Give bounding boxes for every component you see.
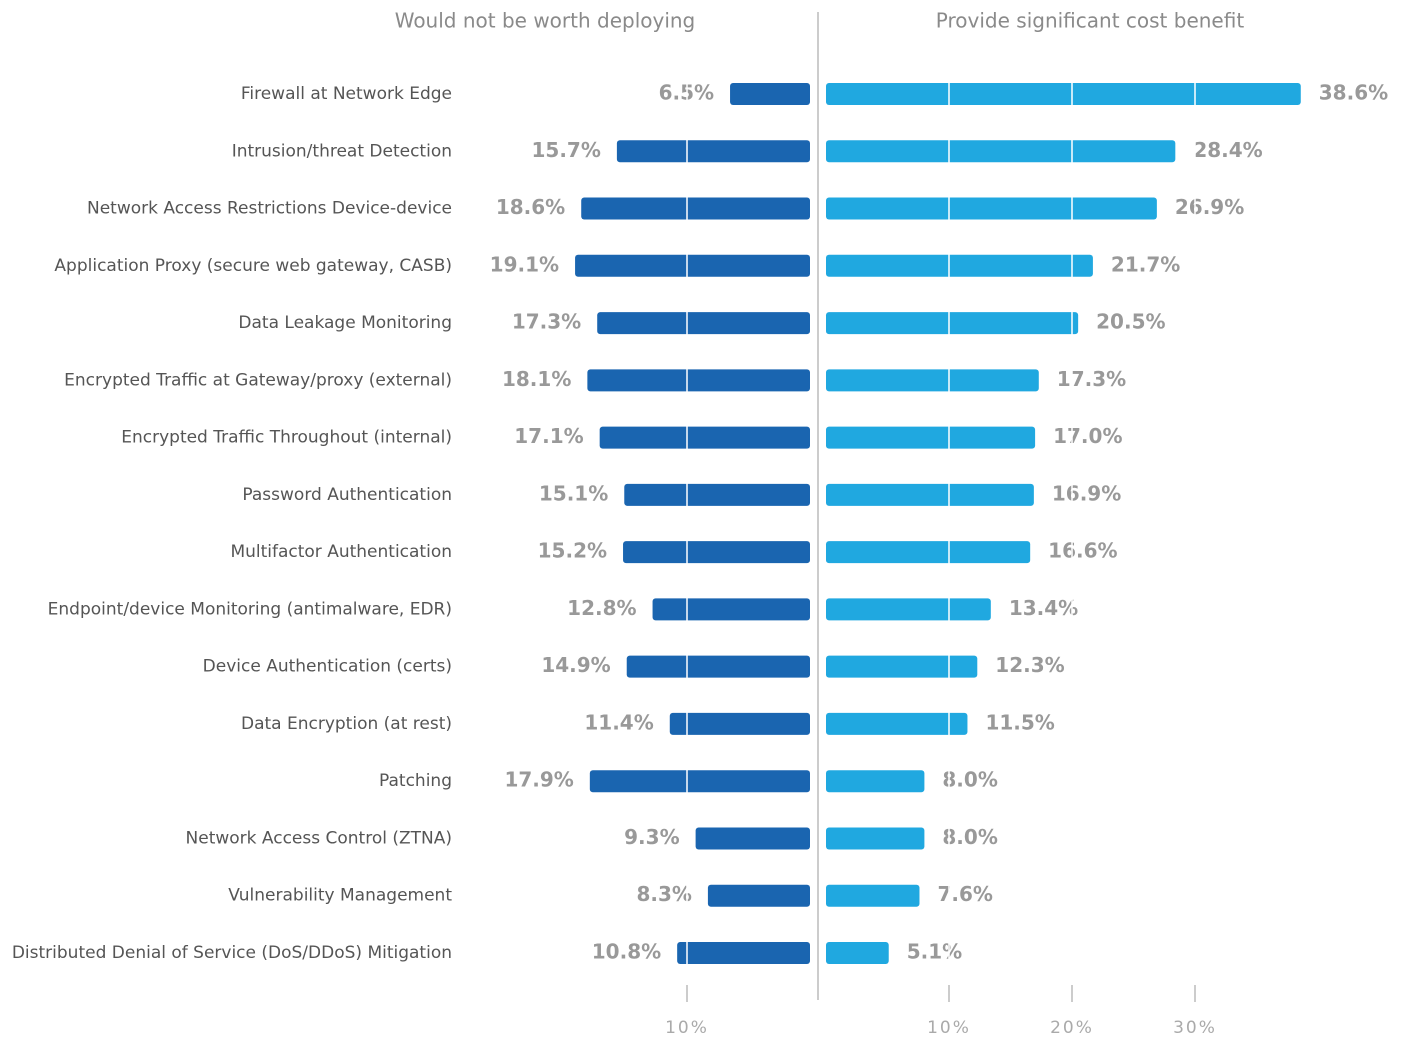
bar [652, 598, 810, 621]
bar [826, 942, 889, 964]
value-label: 8.3% [636, 882, 691, 906]
value-label: 12.3% [995, 653, 1064, 677]
bar [589, 770, 810, 793]
value-label: 28.4% [1193, 138, 1262, 162]
value-label: 15.2% [538, 539, 607, 563]
category-label: Vulnerability Management [228, 886, 452, 906]
bar [597, 312, 810, 335]
value-label: 5.1% [907, 940, 962, 964]
bar [826, 712, 968, 735]
value-label: 7.6% [937, 882, 992, 906]
value-label: 14.9% [541, 653, 610, 677]
value-label: 16.6% [1048, 539, 1117, 563]
category-label: Intrusion/threat Detection [232, 141, 452, 161]
bar [730, 83, 810, 105]
bar [826, 770, 925, 793]
bar [826, 197, 1157, 220]
value-label: 20.5% [1096, 310, 1165, 334]
value-label: 17.0% [1053, 424, 1122, 448]
bar [826, 884, 920, 907]
category-label: Firewall at Network Edge [241, 84, 452, 104]
x-tick-label: 30% [1173, 1018, 1217, 1038]
bar [599, 426, 810, 449]
bar [587, 369, 810, 392]
bar [826, 312, 1079, 335]
category-label: Encrypted Traffic Throughout (internal) [121, 428, 452, 448]
value-label: 11.4% [584, 710, 653, 734]
category-label: Network Access Control (ZTNA) [186, 828, 452, 848]
category-label: Multifactor Authentication [230, 542, 452, 562]
bar [826, 827, 925, 850]
bar [826, 254, 1093, 277]
bar [575, 254, 810, 277]
value-label: 17.3% [1057, 367, 1126, 391]
category-label: Data Leakage Monitoring [238, 313, 452, 333]
value-label: 21.7% [1111, 252, 1180, 276]
category-label: Application Proxy (secure web gateway, C… [54, 256, 452, 276]
value-label: 38.6% [1319, 81, 1388, 105]
value-label: 9.3% [624, 825, 679, 849]
bar [626, 655, 810, 678]
value-label: 17.3% [512, 310, 581, 334]
bar [581, 197, 810, 220]
value-label: 17.9% [504, 768, 573, 792]
value-label: 17.1% [514, 424, 583, 448]
bar [669, 712, 810, 735]
value-label: 15.7% [531, 138, 600, 162]
value-label: 10.8% [592, 940, 661, 964]
category-label: Encrypted Traffic at Gateway/proxy (exte… [64, 370, 452, 390]
value-label: 16.9% [1052, 481, 1121, 505]
value-label: 8.0% [942, 825, 997, 849]
bar [624, 483, 810, 506]
bar [826, 541, 1031, 564]
bar [826, 426, 1036, 449]
value-label: 26.9% [1175, 195, 1244, 219]
right-header: Provide significant cost benefit [936, 9, 1245, 33]
category-label: Patching [379, 771, 452, 791]
bar [826, 655, 978, 678]
value-label: 18.1% [502, 367, 571, 391]
bar [623, 541, 810, 564]
value-label: 18.6% [496, 195, 565, 219]
x-tick-label: 10% [927, 1018, 971, 1038]
value-label: 8.0% [942, 768, 997, 792]
left-header: Would not be worth deploying [395, 9, 696, 33]
x-tick-label: 20% [1050, 1018, 1094, 1038]
category-label: Endpoint/device Monitoring (antimalware,… [48, 599, 452, 619]
value-label: 15.1% [539, 481, 608, 505]
value-label: 13.4% [1009, 596, 1078, 620]
bar [616, 140, 810, 163]
bar [826, 598, 991, 621]
category-label: Data Encryption (at rest) [241, 714, 452, 734]
bar [826, 483, 1034, 506]
category-label: Device Authentication (certs) [203, 657, 452, 677]
bar [826, 369, 1039, 392]
bar [826, 140, 1176, 163]
x-tick-label: 10% [665, 1018, 709, 1038]
bar [707, 884, 810, 907]
value-label: 11.5% [985, 710, 1054, 734]
bar [695, 827, 810, 850]
bar [826, 83, 1301, 105]
category-label: Network Access Restrictions Device-devic… [87, 199, 452, 219]
category-label: Password Authentication [242, 485, 452, 505]
value-label: 19.1% [490, 252, 559, 276]
bar [677, 942, 810, 964]
category-label: Distributed Denial of Service (DoS/DDoS)… [12, 943, 452, 963]
value-label: 12.8% [567, 596, 636, 620]
